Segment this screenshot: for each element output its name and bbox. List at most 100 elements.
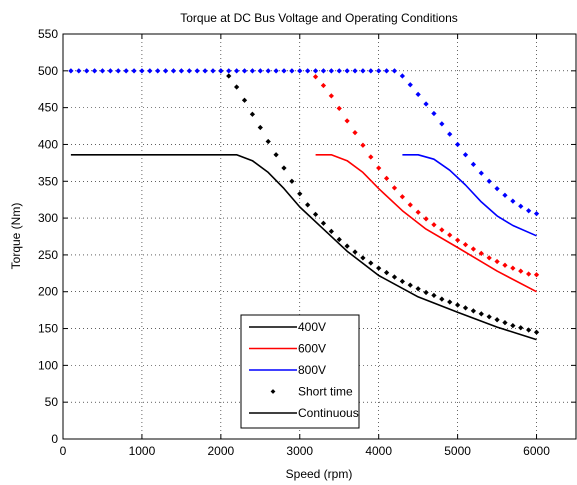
series-point-800v-short-time <box>454 141 461 148</box>
series-point-800v-short-time <box>226 68 232 74</box>
series-point-400v-short-time <box>312 211 319 218</box>
series-point-400v-short-time <box>289 178 295 184</box>
y-tick-label: 450 <box>38 101 58 115</box>
legend-label-600v: 600V <box>298 342 326 356</box>
legend-label-800v: 800V <box>298 363 326 377</box>
series-point-600v-short-time <box>383 175 390 181</box>
y-tick-label: 550 <box>38 27 58 41</box>
legend: 400V 600V 800V Short time Continuous <box>240 314 360 429</box>
series-point-800v-short-time <box>99 68 106 74</box>
series-point-800v-short-time <box>202 68 208 74</box>
series-point-800v-short-time <box>407 82 413 88</box>
series-point-400v-short-time <box>305 202 311 208</box>
series-point-400v-short-time <box>257 124 263 131</box>
series-point-600v-short-time <box>344 118 350 124</box>
series-point-400v-short-time <box>518 325 524 331</box>
series-point-800v-short-time <box>281 68 287 74</box>
series-point-600v-short-time <box>415 209 421 215</box>
series-point-800v-short-time <box>218 68 224 74</box>
series-point-400v-short-time <box>352 249 358 255</box>
series-point-800v-short-time <box>352 68 358 74</box>
x-tick-label: 2000 <box>207 444 234 458</box>
series-point-400v-short-time <box>502 320 508 326</box>
series-point-800v-short-time <box>289 68 295 74</box>
series-point-800v-short-time <box>423 101 429 107</box>
series-point-800v-short-time <box>155 68 161 74</box>
series-point-800v-short-time <box>518 203 524 209</box>
series-point-800v-short-time <box>502 192 508 198</box>
series-point-800v-short-time <box>478 170 484 176</box>
series-point-400v-short-time <box>273 152 279 158</box>
series-point-800v-short-time <box>305 68 311 74</box>
series-point-600v-short-time <box>352 130 358 136</box>
plot-frame <box>62 33 577 440</box>
series-point-400v-short-time <box>470 308 477 314</box>
series-point-400v-short-time <box>462 305 469 311</box>
series-point-800v-short-time <box>431 110 437 117</box>
series-point-800v-short-time <box>107 68 113 74</box>
x-tick-label: 6000 <box>523 444 550 458</box>
series-point-800v-short-time <box>139 68 145 74</box>
x-axis-label: Speed (rpm) <box>286 467 353 481</box>
series-point-800v-short-time <box>312 68 319 74</box>
series-point-400v-short-time <box>415 286 421 292</box>
legend-label-short-time: Short time <box>298 385 353 399</box>
series-markers-800v-short-time <box>68 68 540 217</box>
y-tick-label: 100 <box>38 358 58 372</box>
series-point-800v-short-time <box>344 68 350 74</box>
series-point-600v-short-time <box>502 262 508 268</box>
series-markers-600v-short-time <box>312 74 540 278</box>
series-point-600v-short-time <box>431 222 437 228</box>
x-tick-label: 4000 <box>365 444 392 458</box>
legend-box <box>240 314 360 429</box>
series-point-800v-short-time <box>131 68 137 74</box>
y-tick-label: 150 <box>38 322 58 336</box>
series-point-800v-short-time <box>447 131 453 137</box>
series-line-400v-continuous <box>70 154 537 341</box>
legend-label-continuous: Continuous <box>298 406 359 420</box>
series-point-600v-short-time <box>454 237 461 243</box>
series-point-800v-short-time <box>383 68 390 74</box>
series-point-600v-short-time <box>447 232 453 238</box>
series-point-800v-short-time <box>297 68 303 74</box>
series-point-400v-short-time <box>368 260 374 266</box>
y-tick-label: 300 <box>38 211 58 225</box>
series-point-400v-short-time <box>328 228 334 234</box>
series-point-600v-short-time <box>510 265 516 271</box>
series-point-800v-short-time <box>360 68 366 74</box>
chart-title: Torque at DC Bus Voltage and Operating C… <box>180 11 458 25</box>
series-point-800v-short-time <box>391 68 398 74</box>
series-point-600v-short-time <box>462 241 469 248</box>
series-point-400v-short-time <box>439 296 445 302</box>
series-point-800v-short-time <box>210 68 216 74</box>
series-point-800v-short-time <box>76 68 82 74</box>
series-point-400v-short-time <box>510 322 516 329</box>
y-tick-label: 200 <box>38 285 58 299</box>
series-point-600v-short-time <box>486 255 492 261</box>
series-point-800v-short-time <box>494 186 500 192</box>
series-point-400v-short-time <box>336 236 342 243</box>
series-point-800v-short-time <box>526 208 532 214</box>
series-point-400v-short-time <box>383 269 390 276</box>
series-point-400v-short-time <box>431 292 437 299</box>
y-tick-label: 50 <box>45 395 59 409</box>
y-tick-label: 250 <box>38 248 58 262</box>
series-point-800v-short-time <box>257 68 263 74</box>
series-point-600v-short-time <box>478 250 484 257</box>
series-point-800v-short-time <box>439 121 445 127</box>
series-point-600v-short-time <box>470 246 477 252</box>
series-point-400v-short-time <box>234 84 240 90</box>
series-point-800v-short-time <box>234 68 240 74</box>
series-point-800v-short-time <box>170 68 177 74</box>
series-point-600v-short-time <box>376 165 382 171</box>
series-point-800v-short-time <box>178 68 185 74</box>
series-point-800v-short-time <box>84 68 90 74</box>
series-point-400v-short-time <box>447 299 453 305</box>
series-point-400v-short-time <box>478 311 484 317</box>
series-point-800v-short-time <box>241 68 248 74</box>
series-point-600v-short-time <box>407 202 413 208</box>
series-line-600v-continuous <box>315 154 537 293</box>
series-point-600v-short-time <box>439 227 445 233</box>
